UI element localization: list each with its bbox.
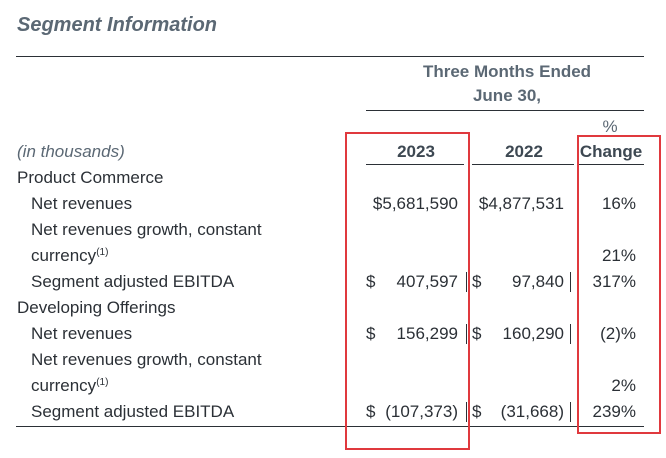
- period-underline: [366, 110, 644, 111]
- row-label: currency(1): [31, 246, 108, 266]
- column-separator: [466, 402, 467, 422]
- dollar-sign-2022: $: [472, 402, 482, 421]
- dollar-sign-2023: $: [366, 402, 376, 421]
- column-header-2022: 2022: [505, 142, 543, 161]
- value-pct-change: 16%: [601, 194, 636, 213]
- dollar-sign-2022: $: [472, 324, 482, 343]
- value-2023: (107,373): [385, 402, 458, 421]
- period-header: Three Months Ended June 30,: [364, 60, 650, 108]
- footnote-marker: (1): [96, 247, 109, 258]
- column-separator: [570, 272, 571, 292]
- dollar-sign-2023: $: [366, 324, 376, 343]
- row-label-text: currency: [31, 376, 97, 395]
- section-label: Product Commerce: [17, 168, 164, 187]
- period-line-2: June 30,: [472, 86, 542, 105]
- units-label: (in thousands): [17, 142, 125, 161]
- dollar-sign-2022: $: [472, 272, 482, 291]
- row-label-text: currency: [31, 246, 97, 265]
- value-pct-change: 21%: [601, 246, 636, 265]
- value-2022: (31,668): [500, 402, 564, 421]
- header-underline-2022: [472, 164, 574, 165]
- row-label: Net revenues: [31, 194, 133, 213]
- row-label: Net revenues: [31, 324, 133, 343]
- row-label: Net revenues growth, constant: [31, 220, 262, 239]
- value-2022: 97,840: [512, 272, 564, 291]
- highlight-box-change: [577, 135, 661, 434]
- value-2023: $5,681,590: [372, 194, 458, 213]
- value-pct-change: 239%: [592, 402, 636, 421]
- top-divider: [16, 56, 644, 57]
- value-2022: $4,877,531: [478, 194, 564, 213]
- row-label: Segment adjusted EBITDA: [31, 272, 235, 291]
- column-header-change: Change: [579, 142, 643, 161]
- column-header-2023: 2023: [397, 142, 435, 161]
- row-label: Net revenues growth, constant: [31, 350, 262, 369]
- value-pct-change: 317%: [592, 272, 636, 291]
- column-separator: [570, 402, 571, 422]
- column-separator: [466, 324, 467, 344]
- dollar-sign-2023: $: [366, 272, 376, 291]
- bottom-divider: [16, 426, 644, 427]
- section-label: Developing Offerings: [17, 298, 176, 317]
- column-separator: [466, 272, 467, 292]
- value-pct-change: (2)%: [600, 324, 636, 343]
- value-pct-change: 2%: [611, 376, 636, 395]
- row-label: currency(1): [31, 376, 108, 396]
- column-separator: [570, 324, 571, 344]
- footnote-marker: (1): [96, 377, 109, 388]
- header-underline-2023: [366, 164, 464, 165]
- section-title: Segment Information: [17, 14, 218, 36]
- highlight-box-2023: [345, 132, 470, 450]
- pct-symbol-header: %: [602, 117, 618, 136]
- value-2023: 407,597: [396, 272, 458, 291]
- row-label: Segment adjusted EBITDA: [31, 402, 235, 421]
- header-underline-change: [578, 164, 644, 165]
- period-line-1: Three Months Ended: [422, 62, 592, 81]
- value-2023: 156,299: [396, 324, 458, 343]
- value-2022: 160,290: [502, 324, 564, 343]
